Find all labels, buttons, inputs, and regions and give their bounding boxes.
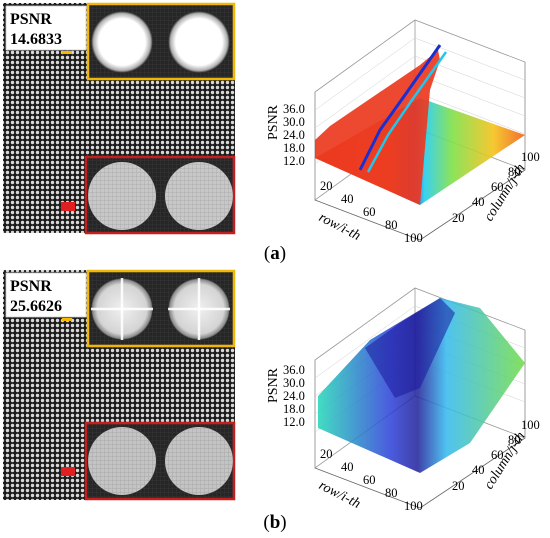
roi-marker bbox=[61, 467, 75, 476]
x-tick: 40 bbox=[341, 460, 354, 474]
z-axis-label: PSNR bbox=[266, 104, 281, 140]
z-tick: 36.0 bbox=[283, 363, 305, 377]
x-tick: 60 bbox=[363, 473, 376, 487]
roi-marker bbox=[61, 202, 75, 211]
psnr-label: PSNR bbox=[10, 11, 52, 28]
y-tick: 40 bbox=[472, 463, 485, 477]
y-tick: 80 bbox=[508, 433, 521, 447]
z-tick: 30.0 bbox=[283, 115, 305, 129]
gray-disk-right bbox=[165, 427, 233, 495]
y-tick: 60 bbox=[491, 180, 504, 194]
panel-b: PSNR 25.6626 bbox=[0, 268, 550, 538]
psnr-box bbox=[5, 272, 87, 318]
y-tick: 20 bbox=[452, 479, 465, 493]
x-tick: 100 bbox=[404, 231, 423, 245]
panel-b-caption: (b) bbox=[263, 512, 287, 533]
gray-disk-left bbox=[88, 427, 156, 495]
y-tick: 80 bbox=[508, 165, 521, 179]
z-tick: 24.0 bbox=[283, 389, 305, 403]
y-tick: 100 bbox=[521, 150, 540, 164]
x-tick: 20 bbox=[320, 447, 333, 461]
panel-a-figure: PSNR 14.6833 bbox=[3, 2, 540, 245]
y-tick: 100 bbox=[521, 418, 540, 432]
z-tick: 30.0 bbox=[283, 376, 305, 390]
bright-disk-right bbox=[168, 11, 230, 73]
psnr-box bbox=[5, 5, 87, 51]
gray-disk-left bbox=[88, 162, 156, 230]
y-axis-label: column/j-th bbox=[482, 161, 529, 224]
z-axis-label: PSNR bbox=[266, 367, 281, 403]
psnr-value: 14.6833 bbox=[10, 31, 62, 48]
x-tick: 100 bbox=[404, 499, 423, 513]
z-tick: 24.0 bbox=[283, 128, 305, 142]
z-tick: 12.0 bbox=[283, 154, 305, 168]
y-tick: 60 bbox=[491, 448, 504, 462]
gray-disk-right bbox=[165, 162, 233, 230]
small-region-marker bbox=[62, 51, 72, 54]
panel-a-caption: (a) bbox=[263, 243, 287, 264]
psnr-value: 25.6626 bbox=[10, 298, 62, 315]
y-tick: 40 bbox=[472, 195, 485, 209]
psnr-label: PSNR bbox=[10, 278, 52, 295]
z-tick: 18.0 bbox=[283, 402, 305, 416]
x-tick: 60 bbox=[363, 205, 376, 219]
z-tick: 36.0 bbox=[283, 102, 305, 116]
panel-a: PSNR 14.6833 bbox=[0, 0, 550, 268]
bright-disk-left bbox=[91, 11, 153, 73]
x-tick: 20 bbox=[320, 179, 333, 193]
small-region-marker bbox=[62, 318, 72, 321]
panel-b-figure: PSNR 25.6626 bbox=[3, 269, 540, 513]
psnr-scatter-plot: 36.0 30.0 24.0 18.0 12.0 PSNR 20 40 60 8… bbox=[266, 287, 540, 513]
psnr-surface-plot: 36.0 30.0 24.0 18.0 12.0 PSNR 20 40 60 8… bbox=[266, 19, 540, 245]
x-tick: 80 bbox=[385, 218, 398, 232]
x-tick: 80 bbox=[385, 486, 398, 500]
y-tick: 20 bbox=[452, 211, 465, 225]
z-tick: 18.0 bbox=[283, 141, 305, 155]
y-axis-label: column/j-th bbox=[482, 429, 529, 492]
z-tick: 12.0 bbox=[283, 415, 305, 429]
x-tick: 40 bbox=[341, 192, 354, 206]
